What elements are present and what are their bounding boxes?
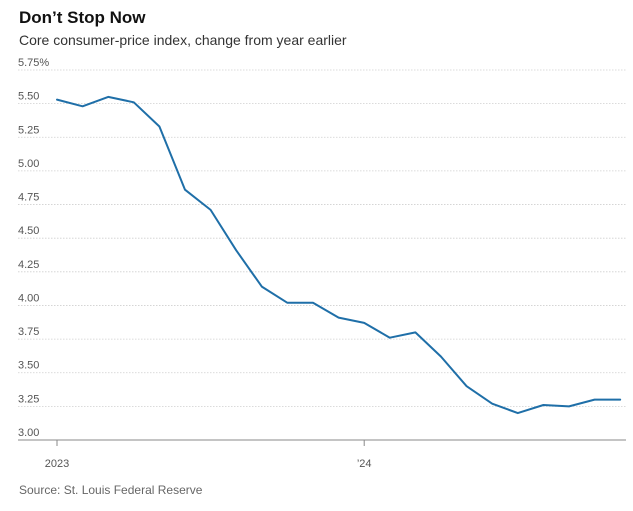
y-tick-label: 3.00: [18, 427, 39, 439]
y-tick-label: 4.75: [18, 192, 39, 204]
data-point: [158, 126, 160, 128]
data-point: [466, 385, 468, 387]
chart-title: Don’t Stop Now: [19, 8, 146, 27]
x-tick-label: 2023: [45, 458, 69, 470]
y-tick-label: 4.25: [18, 259, 39, 271]
y-tick-label: 3.50: [18, 360, 39, 372]
y-tick-label: 5.25: [18, 124, 39, 136]
data-point: [210, 209, 212, 211]
data-point: [107, 96, 109, 98]
data-point: [338, 317, 340, 319]
data-point: [363, 322, 365, 324]
y-tick-label: 4.00: [18, 292, 39, 304]
data-point: [517, 412, 519, 414]
y-tick-label: 3.25: [18, 393, 39, 405]
y-tick-label: 4.50: [18, 225, 39, 237]
series-line: [56, 95, 622, 415]
data-point: [619, 399, 621, 401]
data-point: [261, 286, 263, 288]
source-note: Source: St. Louis Federal Reserve: [19, 483, 203, 497]
data-point: [440, 356, 442, 358]
data-point: [491, 403, 493, 405]
data-point: [594, 399, 596, 401]
x-tick-label: ’24: [357, 458, 372, 470]
data-point: [56, 99, 58, 101]
data-point: [568, 405, 570, 407]
data-point: [414, 331, 416, 333]
chart-subtitle: Core consumer-price index, change from y…: [19, 32, 347, 48]
data-point: [235, 249, 237, 251]
data-point: [133, 101, 135, 103]
data-point: [542, 404, 544, 406]
y-tick-label: 5.00: [18, 158, 39, 170]
y-tick-label: 5.75%: [18, 57, 49, 69]
y-tick-label: 5.50: [18, 91, 39, 103]
data-point: [286, 302, 288, 304]
data-point: [184, 189, 186, 191]
data-point: [82, 105, 84, 107]
data-point: [389, 337, 391, 339]
y-tick-label: 3.75: [18, 326, 39, 338]
data-point: [312, 302, 314, 304]
